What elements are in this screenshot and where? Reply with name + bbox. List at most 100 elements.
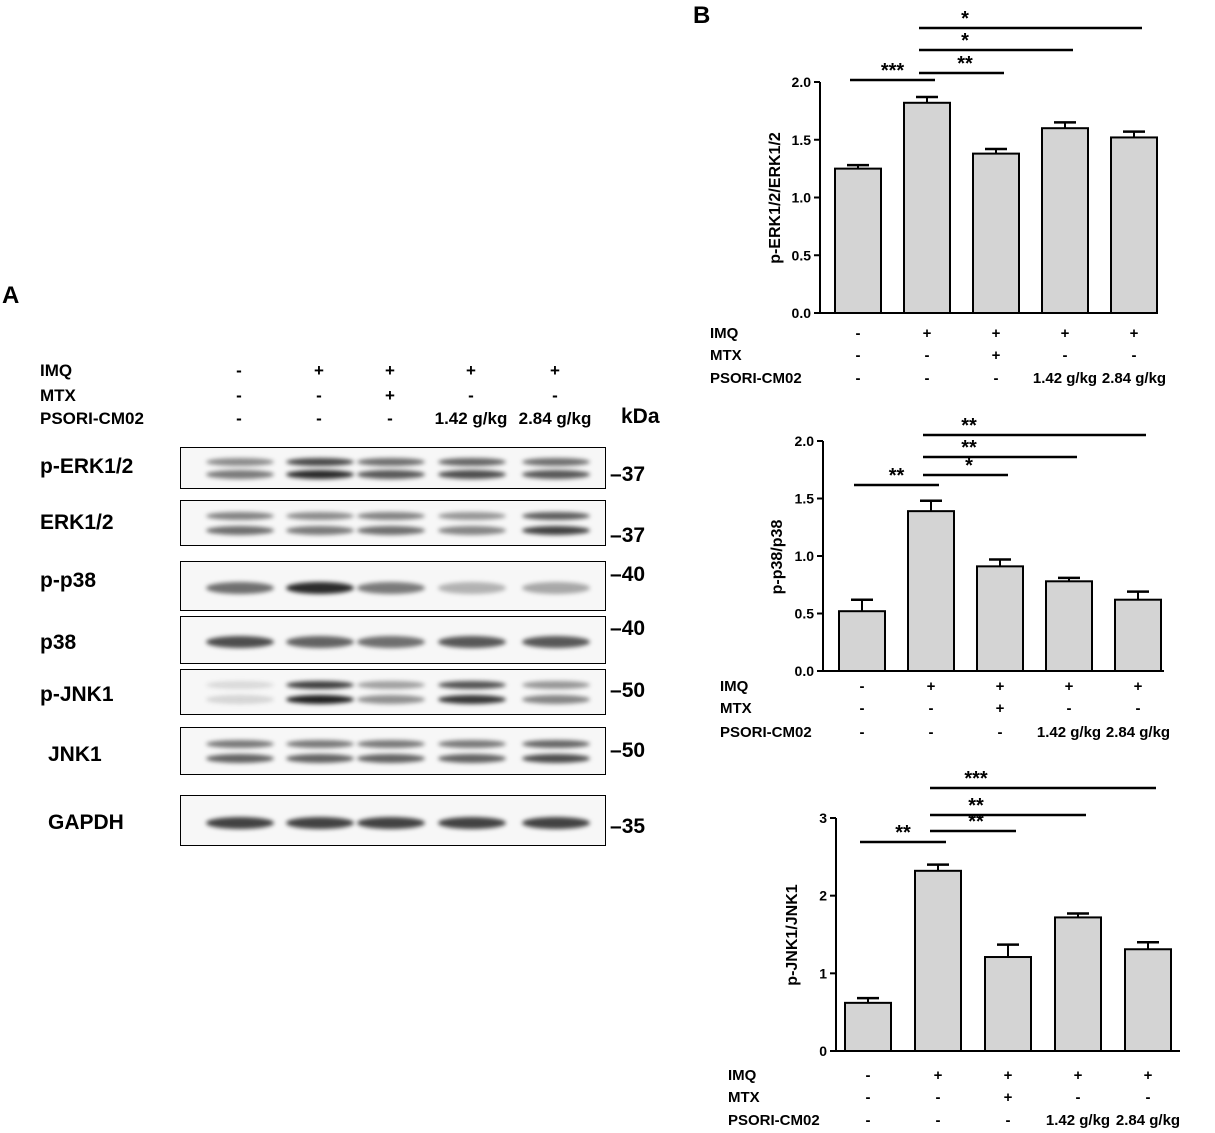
bar — [984, 956, 1032, 1052]
kda-value: 40 — [621, 617, 646, 640]
condition-label: MTX — [40, 386, 76, 405]
blot-band — [438, 694, 506, 704]
bar — [1054, 916, 1102, 1052]
condition-label: MTX — [728, 1089, 760, 1106]
condition-value: 2.84 g/kg — [1116, 1112, 1180, 1129]
blot-band — [286, 816, 354, 829]
blot-band — [438, 816, 506, 829]
condition-label: IMQ — [710, 325, 739, 342]
blot-band — [286, 469, 354, 479]
blot-band — [522, 469, 590, 479]
blot-band — [357, 816, 425, 829]
condition-value: - — [236, 386, 242, 405]
kda-header: kDa — [621, 405, 660, 428]
significance-stars: ** — [961, 415, 977, 437]
condition-label: MTX — [720, 700, 752, 717]
condition-label: IMQ — [728, 1067, 757, 1084]
blot-band — [522, 511, 590, 520]
blot-band — [286, 753, 354, 763]
condition-value: + — [1134, 678, 1143, 695]
blot-band — [206, 739, 274, 748]
bar — [914, 869, 962, 1052]
blot-label: ERK1/2 — [40, 511, 114, 534]
condition-value: + — [1130, 325, 1139, 342]
condition-label: MTX — [710, 347, 742, 364]
condition-value: - — [925, 347, 930, 364]
condition-value: - — [866, 1067, 871, 1084]
blot-image — [180, 727, 606, 775]
kda-marker: –50 — [610, 739, 645, 763]
kda-marker: –37 — [610, 524, 645, 548]
significance-stars: * — [961, 30, 969, 52]
kda-tick: – — [610, 739, 622, 762]
kda-tick: – — [610, 679, 622, 702]
kda-value: 37 — [621, 524, 646, 547]
bar — [838, 610, 886, 672]
blot-band — [522, 753, 590, 763]
y-tick-label: 1.0 — [792, 190, 812, 206]
condition-value: + — [385, 386, 395, 405]
kda-marker: –40 — [610, 617, 645, 641]
condition-value: - — [1146, 1089, 1151, 1106]
bar — [1114, 598, 1162, 672]
condition-value: - — [1136, 700, 1141, 717]
condition-value: - — [316, 386, 322, 405]
kda-tick: – — [610, 617, 622, 640]
condition-label: IMQ — [720, 678, 749, 695]
kda-value: 50 — [621, 679, 646, 702]
blot-band — [206, 511, 274, 520]
significance-stars: ** — [961, 437, 977, 459]
blot-band — [438, 680, 506, 689]
condition-value: + — [1061, 325, 1070, 342]
blot-band — [357, 680, 425, 689]
condition-value: 2.84 g/kg — [1102, 370, 1166, 387]
condition-value: 1.42 g/kg — [1037, 724, 1101, 741]
significance-stars: *** — [964, 768, 988, 790]
blot-band — [357, 739, 425, 748]
condition-value: + — [923, 325, 932, 342]
condition-value: - — [552, 386, 558, 405]
y-tick-label: 0.0 — [795, 663, 815, 679]
bar — [1124, 948, 1172, 1052]
bar-chart-p-p38: 0.00.51.01.52.0p-p38/p38** *****IMQ - + + + +M… — [720, 415, 1170, 741]
y-tick-label: 0.0 — [792, 305, 812, 321]
blot-band — [522, 525, 590, 535]
blot-band — [206, 469, 274, 479]
blot-band — [522, 636, 590, 649]
y-tick-label: 3 — [819, 810, 827, 826]
significance-stars: *** — [881, 60, 905, 82]
blot-band — [206, 816, 274, 829]
bar — [976, 565, 1024, 673]
blot-band — [206, 753, 274, 763]
blot-band — [286, 739, 354, 748]
bar — [1041, 127, 1089, 314]
blot-band — [357, 636, 425, 649]
significance-stars: ** — [895, 822, 911, 844]
blot-label: p-ERK1/2 — [40, 455, 134, 478]
blot-band — [438, 753, 506, 763]
blot-band — [438, 525, 506, 535]
y-tick-label: 2.0 — [792, 74, 812, 90]
blot-band — [522, 680, 590, 689]
condition-value: - — [860, 700, 865, 717]
bar — [907, 510, 955, 673]
condition-label: PSORI-CM02 — [710, 370, 802, 387]
blot-band — [206, 525, 274, 535]
kda-marker: –40 — [610, 563, 645, 587]
significance-stars: ** — [968, 811, 984, 833]
y-axis-label: p-p38/p38 — [769, 520, 786, 595]
blot-band — [357, 457, 425, 466]
blot-image — [180, 500, 606, 546]
condition-value: + — [385, 361, 395, 380]
condition-value: 1.42 g/kg — [434, 409, 508, 428]
condition-value: + — [1004, 1067, 1013, 1084]
condition-value: - — [929, 700, 934, 717]
condition-value: + — [996, 678, 1005, 695]
kda-value: 35 — [621, 815, 646, 838]
blot-image — [180, 795, 606, 846]
blot-band — [357, 525, 425, 535]
condition-value: - — [468, 386, 474, 405]
condition-value: - — [936, 1089, 941, 1106]
kda-value: 50 — [621, 739, 646, 762]
